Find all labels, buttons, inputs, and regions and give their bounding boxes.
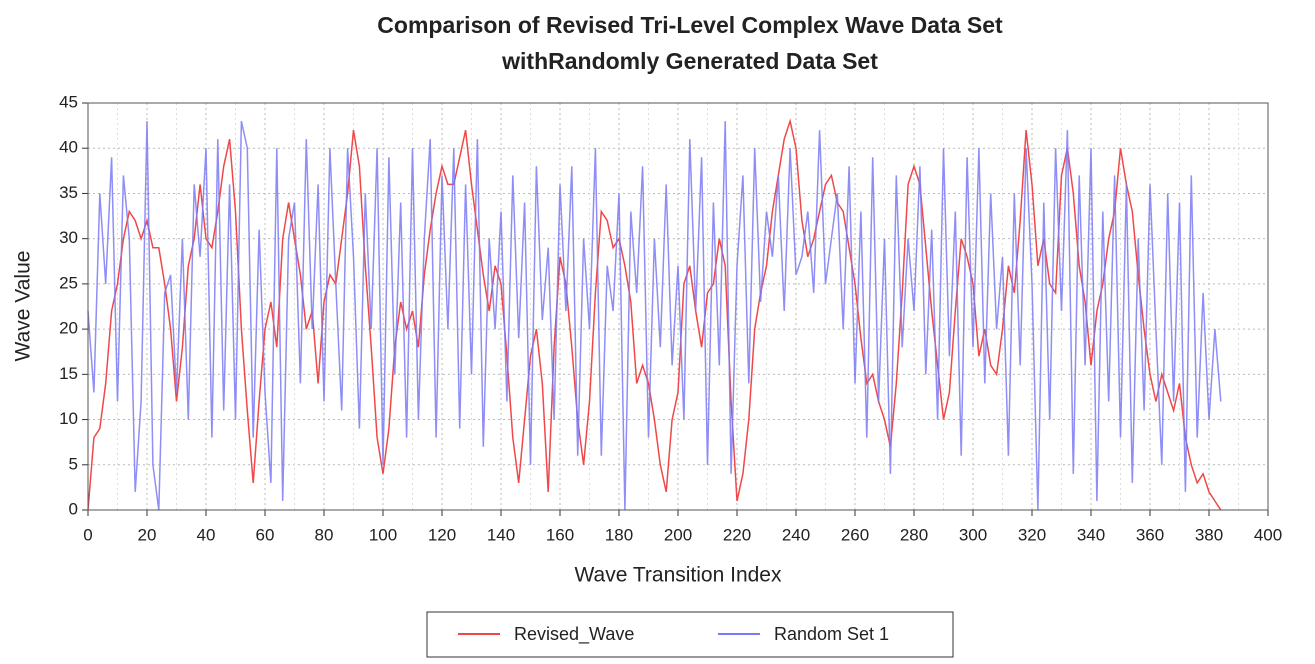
x-tick-label: 340 bbox=[1077, 525, 1105, 544]
y-tick-label: 0 bbox=[69, 499, 78, 518]
y-tick-label: 10 bbox=[59, 409, 78, 428]
x-tick-label: 320 bbox=[1018, 525, 1046, 544]
y-tick-label: 45 bbox=[59, 92, 78, 111]
x-tick-label: 200 bbox=[664, 525, 692, 544]
x-tick-label: 400 bbox=[1254, 525, 1282, 544]
legend-label: Random Set 1 bbox=[774, 624, 889, 644]
x-tick-label: 120 bbox=[428, 525, 456, 544]
x-tick-label: 240 bbox=[782, 525, 810, 544]
x-tick-label: 0 bbox=[83, 525, 92, 544]
y-tick-label: 20 bbox=[59, 319, 78, 338]
x-tick-label: 100 bbox=[369, 525, 397, 544]
y-tick-label: 30 bbox=[59, 228, 78, 247]
x-tick-label: 20 bbox=[138, 525, 157, 544]
legend-label: Revised_Wave bbox=[514, 624, 634, 645]
plot-frame bbox=[87, 102, 1269, 511]
x-tick-label: 140 bbox=[487, 525, 515, 544]
y-tick-label: 25 bbox=[59, 273, 78, 292]
x-axis-label: Wave Transition Index bbox=[575, 564, 782, 587]
y-tick-label: 35 bbox=[59, 183, 78, 202]
x-tick-label: 360 bbox=[1136, 525, 1164, 544]
x-tick-label: 260 bbox=[841, 525, 869, 544]
legend-box bbox=[426, 611, 954, 658]
x-tick-label: 40 bbox=[197, 525, 216, 544]
x-tick-label: 60 bbox=[256, 525, 275, 544]
x-tick-label: 380 bbox=[1195, 525, 1223, 544]
series-line bbox=[87, 118, 1222, 511]
x-tick-label: 180 bbox=[605, 525, 633, 544]
x-tick-label: 300 bbox=[959, 525, 987, 544]
x-tick-label: 220 bbox=[723, 525, 751, 544]
y-axis-label: Wave Value bbox=[12, 251, 35, 362]
chart-subtitle: withRandomly Generated Data Set bbox=[501, 48, 878, 74]
series-line bbox=[87, 120, 1222, 511]
y-tick-label: 40 bbox=[59, 138, 78, 157]
x-tick-label: 80 bbox=[315, 525, 334, 544]
legend: Revised_Wave Random Set 1 bbox=[426, 611, 954, 658]
x-tick-label: 280 bbox=[900, 525, 928, 544]
x-tick-label: 160 bbox=[546, 525, 574, 544]
y-tick-label: 15 bbox=[59, 364, 78, 383]
chart-title: Comparison of Revised Tri-Level Complex … bbox=[377, 12, 1003, 38]
y-tick-label: 5 bbox=[69, 454, 78, 473]
